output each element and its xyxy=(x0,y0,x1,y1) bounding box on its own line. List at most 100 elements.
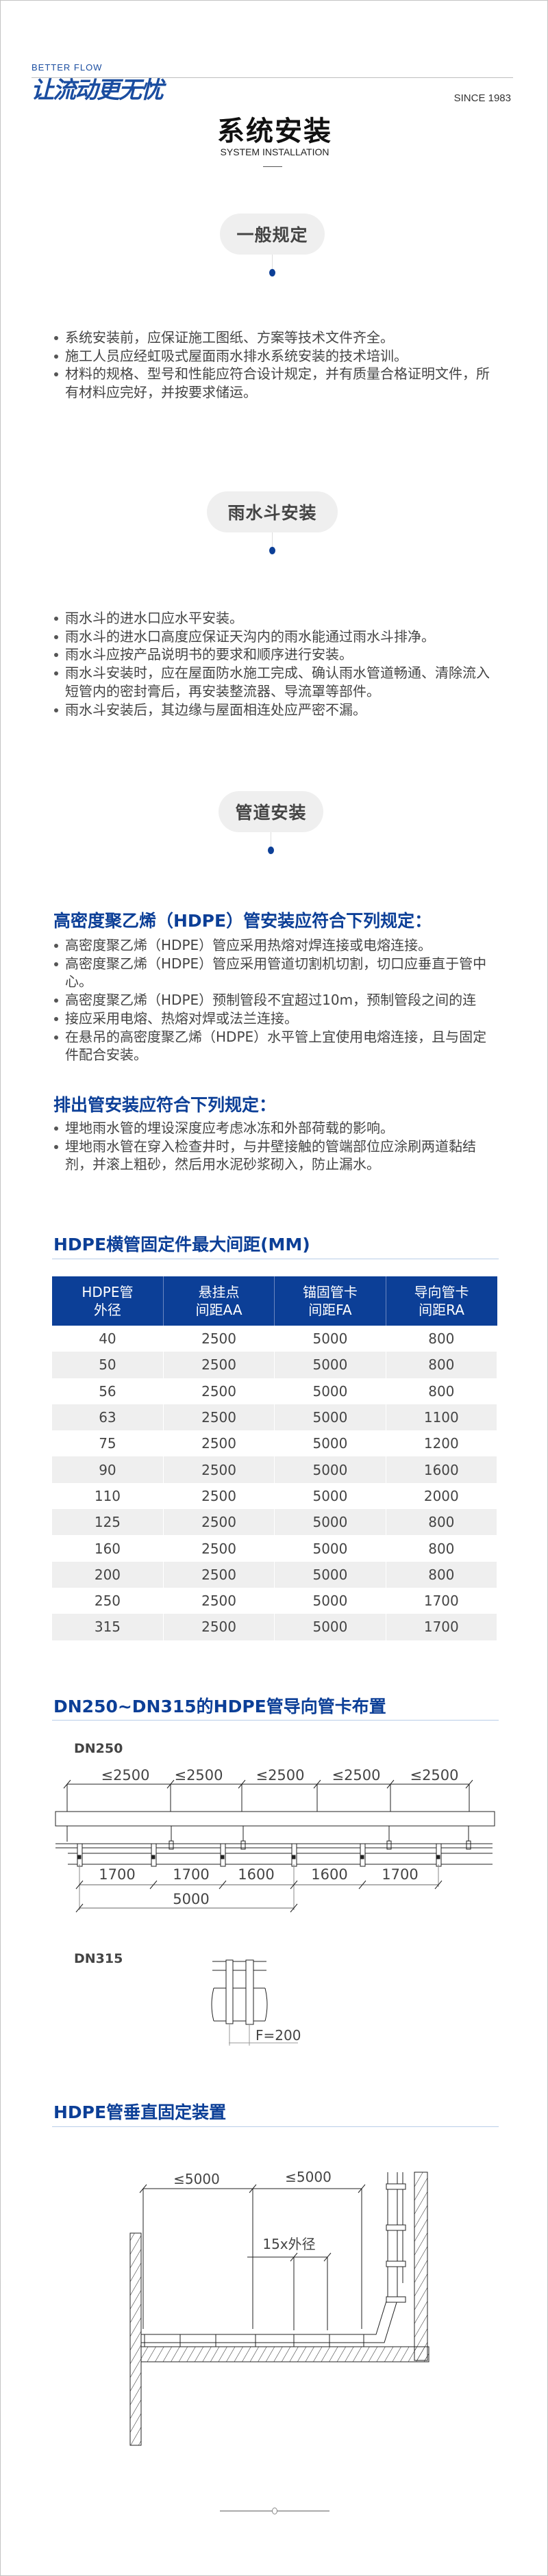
list-item: 材料的规格、型号和性能应符合设计规定，并有质量合格证明文件，所有材料应完好，并按… xyxy=(53,365,499,401)
spacing-dim-label: ≤2500 xyxy=(410,1767,458,1783)
table-cell: 63 xyxy=(52,1404,164,1431)
table-cell: 75 xyxy=(52,1430,164,1457)
clamp-dim-label: 1700 xyxy=(99,1866,135,1883)
dim-label: ≤5000 xyxy=(285,2169,332,2185)
column-header: 悬挂点 间距AA xyxy=(163,1276,275,1326)
table-cell: 2500 xyxy=(163,1614,275,1640)
wall-left xyxy=(129,2232,142,2446)
section-pill-rain-outlet: 雨水斗安装 xyxy=(207,491,338,532)
guide-clamp xyxy=(169,1840,174,1850)
vertical-fixing-diagram: ≤5000 ≤5000 15x外径 xyxy=(129,2169,429,2446)
guide-clamp xyxy=(466,1840,471,1850)
heading-rule xyxy=(52,2126,499,2127)
heading-rule xyxy=(52,1720,499,1721)
vertical-fixing-heading: HDPE管垂直固定装置 xyxy=(53,2102,227,2122)
brand-tagline-en: BETTER FLOW xyxy=(32,62,103,73)
connector-line xyxy=(272,255,273,270)
dim-label: ≤5000 xyxy=(173,2171,220,2187)
spacing-dim-label: ≤2500 xyxy=(256,1767,304,1783)
column-header-line: 间距FA xyxy=(308,1302,352,1318)
wall-clamp xyxy=(386,2296,406,2303)
table-cell: 2500 xyxy=(163,1535,275,1562)
list-item: 埋地雨水管在穿入检查井时，与井壁接触的管端部位应涂刷两道黏结剂，并滚上粗砂，然后… xyxy=(53,1137,499,1174)
table-cell: 800 xyxy=(386,1378,498,1404)
hdpe-rules-list: 高密度聚乙烯（HDPE）管应采用热熔对焊连接或电熔连接。 高密度聚乙烯（HDPE… xyxy=(53,936,499,1064)
column-header: 锚固管卡 间距FA xyxy=(274,1276,386,1326)
list-item: 在悬吊的高密度聚乙烯（HDPE）水平管上宜使用电熔连接，且与固定件配合安装。 xyxy=(53,1028,499,1064)
table-row: 63 2500 5000 1100 xyxy=(52,1404,498,1431)
table-cell: 1100 xyxy=(386,1404,498,1431)
table-cell: 800 xyxy=(386,1352,498,1378)
brand-logo: 让流动更无忧 xyxy=(31,77,164,104)
list-item: 高密度聚乙烯（HDPE）管应采用管道切割机切割，切口应垂直于管中心。 xyxy=(53,955,499,991)
guide-clamp xyxy=(386,1840,392,1850)
od-dim-label: 15x外径 xyxy=(262,2236,315,2252)
clamp-dim-label: 1700 xyxy=(382,1866,418,1883)
table-row: 200 2500 5000 800 xyxy=(52,1561,498,1588)
table-row: 250 2500 5000 1700 xyxy=(52,1587,498,1614)
spacing-table-heading: HDPE横管固定件最大间距(MM) xyxy=(53,1235,310,1254)
list-item: 高密度聚乙烯（HDPE）预制管段不宜超过10m，预制管段之间的连 xyxy=(53,991,499,1009)
list-item: 雨水斗安装时，应在屋面防水施工完成、确认雨水管道畅通、清除流入短管内的密封膏后，… xyxy=(53,664,499,700)
table-header-row: HDPE管 外径 悬挂点 间距AA 锚固管卡 间距FA 导向管卡 间距RA xyxy=(52,1276,497,1326)
wall-clamp xyxy=(386,2224,406,2231)
table-cell: 2500 xyxy=(163,1430,275,1457)
table-cell: 5000 xyxy=(274,1561,386,1588)
list-item: 埋地雨水管的埋设深度应考虑冰冻和外部荷载的影响。 xyxy=(53,1119,499,1137)
table-cell: 5000 xyxy=(274,1509,386,1536)
anchor-clamp xyxy=(245,1959,254,2025)
hdpe-rules-heading: 高密度聚乙烯（HDPE）管安装应符合下列规定： xyxy=(53,911,432,931)
table-cell: 125 xyxy=(52,1509,164,1536)
list-item: 雨水斗的进水口高度应保证天沟内的雨水能通过雨水斗排净。 xyxy=(53,628,499,646)
table-cell: 5000 xyxy=(274,1378,386,1404)
table-row: 110 2500 5000 2000 xyxy=(52,1482,498,1510)
section-pill-pipe: 管道安装 xyxy=(219,791,323,832)
table-cell: 1700 xyxy=(386,1587,498,1614)
column-header-line: 导向管卡 xyxy=(414,1284,469,1300)
dn250-dn315-diagram: ≤2500 ≤2500 ≤2500 ≤2500 ≤2500 1700 1700 1600 160… xyxy=(55,1767,495,2046)
section-pill-general: 一般规定 xyxy=(220,214,325,255)
table-cell: 2500 xyxy=(163,1509,275,1536)
guide-clamp xyxy=(240,1840,246,1850)
table-cell: 250 xyxy=(52,1587,164,1614)
page-title: 系统安装 xyxy=(217,116,332,147)
list-item: 雨水斗安装后，其边缘与屋面相连处应严密不漏。 xyxy=(53,701,499,719)
wall-clamp xyxy=(386,2261,406,2267)
dn250-label: DN250 xyxy=(74,1741,123,1756)
clamp-dim-label: 1600 xyxy=(311,1866,347,1883)
table-cell: 90 xyxy=(52,1456,164,1483)
table-cell: 5000 xyxy=(274,1352,386,1378)
pipe xyxy=(141,2172,388,2335)
table-cell: 1700 xyxy=(386,1614,498,1640)
spacing-table: HDPE管 外径 悬挂点 间距AA 锚固管卡 间距FA 导向管卡 间距RA 40 2500 500… xyxy=(52,1276,498,1640)
table-row: 315 2500 5000 1700 xyxy=(52,1614,498,1640)
table-cell: 5000 xyxy=(274,1587,386,1614)
table-cell: 800 xyxy=(386,1535,498,1562)
table-cell: 315 xyxy=(52,1614,164,1640)
table-row: 90 2500 5000 1600 xyxy=(52,1456,498,1483)
anchor-clamp xyxy=(225,1959,234,2024)
list-item: 雨水斗应按产品说明书的要求和顺序进行安装。 xyxy=(53,645,499,664)
connector-dot xyxy=(268,847,274,854)
clamp-dim-label: 1600 xyxy=(238,1866,274,1883)
table-row: 75 2500 5000 1200 xyxy=(52,1430,498,1457)
table-cell: 5000 xyxy=(274,1614,386,1640)
list-item: 施工人员应经虹吸式屋面雨水排水系统安装的技术培训。 xyxy=(53,347,499,365)
table-cell: 2000 xyxy=(386,1482,498,1510)
table-row: 125 2500 5000 800 xyxy=(52,1509,498,1536)
table-cell: 2500 xyxy=(163,1326,275,1352)
table-cell: 56 xyxy=(52,1378,164,1404)
wall-right xyxy=(414,2172,428,2361)
column-header-line: 悬挂点 xyxy=(198,1284,240,1300)
table-cell: 5000 xyxy=(274,1326,386,1352)
table-cell: 800 xyxy=(386,1509,498,1536)
outlet-rules-heading: 排出管安装应符合下列规定： xyxy=(53,1095,277,1115)
table-cell: 5000 xyxy=(274,1456,386,1483)
table-cell: 1600 xyxy=(386,1456,498,1483)
header-divider xyxy=(32,77,513,78)
table-cell: 800 xyxy=(386,1326,498,1352)
page-subtitle: SYSTEM INSTALLATION xyxy=(220,146,329,157)
concrete-slab xyxy=(55,1811,495,1827)
table-cell: 5000 xyxy=(274,1430,386,1457)
table-cell: 2500 xyxy=(163,1404,275,1431)
